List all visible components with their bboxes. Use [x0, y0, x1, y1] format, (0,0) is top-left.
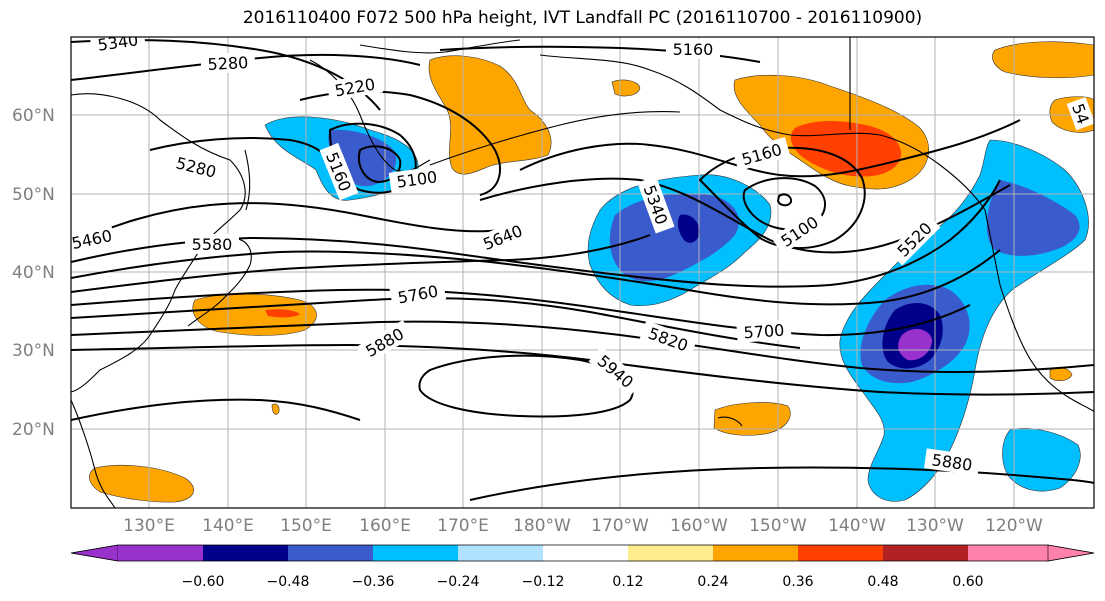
ivt-positive-hawaii	[713, 402, 791, 436]
colorbar-tick: −0.36	[352, 574, 395, 590]
lon-label: 130°W	[906, 516, 964, 536]
contour-5640	[71, 234, 651, 293]
colorbar-segment	[458, 545, 543, 561]
lat-label: 30°N	[12, 341, 55, 361]
colorbar-tick: 0.12	[612, 574, 643, 590]
colorbar-tick: −0.24	[437, 574, 480, 590]
contour-5700	[71, 288, 971, 337]
lat-label: 50°N	[12, 185, 55, 205]
lon-label: 170°W	[591, 516, 649, 536]
colorbar-segment	[543, 545, 628, 561]
contour-5460	[71, 202, 501, 246]
colorbar-segment	[373, 545, 458, 561]
lon-label: 160°E	[359, 516, 411, 536]
ivt-positive-southwest	[89, 464, 194, 503]
ivt-negative-midpacific-core	[677, 214, 700, 243]
ivt-positive-small-3	[271, 403, 280, 415]
contour-5580	[71, 249, 1001, 306]
colorbar-segment	[118, 545, 203, 561]
colorbar-tick: 0.36	[782, 574, 813, 590]
contour-label: 5280	[207, 53, 249, 74]
contour-5880-east	[469, 466, 1094, 501]
colorbar-segment	[1047, 544, 1095, 562]
colorbar-segment	[70, 544, 119, 562]
ivt-positive-japan-core	[265, 309, 300, 318]
colorbar-segment	[798, 545, 883, 561]
contour-label: 5700	[743, 321, 785, 343]
coast-alaska	[539, 54, 986, 211]
coast-chukotka	[359, 39, 521, 54]
map-title: 2016110400 F072 500 hPa height, IVT Land…	[242, 8, 923, 28]
coast-sakhalin	[244, 149, 251, 211]
contour-5820	[71, 320, 1094, 373]
colorbar-segment	[883, 545, 968, 561]
contour-closed-small	[776, 193, 793, 207]
contour-5520	[71, 179, 1001, 288]
lat-label: 40°N	[12, 263, 55, 283]
colorbar-tick: 0.60	[952, 574, 983, 590]
ivt-negative-midpacific-mid	[609, 193, 739, 282]
lon-label: 140°W	[828, 516, 886, 536]
colorbar-outline	[70, 544, 1095, 562]
colorbar-tick: −0.60	[182, 574, 225, 590]
lon-label: 130°E	[123, 516, 175, 536]
colorbar-tick: 0.24	[697, 574, 728, 590]
contour-5940	[418, 354, 634, 418]
lon-label: 150°E	[280, 516, 332, 536]
coast-aleutians	[429, 111, 681, 166]
contour-label: 5580	[192, 235, 233, 254]
colorbar-segment	[968, 545, 1048, 561]
latitude-labels: 60°N 50°N 40°N 30°N 20°N	[12, 106, 55, 440]
ivt-positive-topright	[992, 41, 1094, 79]
lon-label: 180°W	[513, 516, 571, 536]
map-border	[70, 36, 1095, 509]
colorbar-tick: −0.48	[267, 574, 310, 590]
colorbar-tick: −0.12	[522, 574, 565, 590]
contour-5760	[71, 297, 801, 349]
lon-label: 160°W	[670, 516, 728, 536]
contour-5880-south	[71, 398, 361, 421]
contour-label: 5160	[673, 40, 714, 59]
lon-label: 150°W	[749, 516, 807, 536]
colorbar-segment	[288, 545, 373, 561]
contour-5280-top	[71, 53, 421, 81]
lat-label: 20°N	[12, 420, 55, 440]
coast-japan	[187, 238, 252, 327]
colorbar-tick: 0.48	[867, 574, 898, 590]
coast-hawaii	[717, 416, 743, 427]
colorbar: −0.60 −0.48 −0.36 −0.24 −0.12 0.12 0.24 …	[70, 544, 1095, 590]
lat-label: 60°N	[12, 106, 55, 126]
colorbar-segment	[203, 545, 288, 561]
lon-label: 140°E	[202, 516, 254, 536]
ivt-negative-upper-band	[986, 180, 1080, 256]
longitude-labels: 130°E 140°E 150°E 160°E 170°E 180°W 170°…	[123, 516, 1043, 536]
contour-ring-1	[519, 119, 1021, 178]
lon-label: 120°W	[985, 516, 1043, 536]
coast-northamerica	[984, 209, 1094, 413]
ivt-negative-eastpacific-peak	[898, 328, 932, 361]
contour-label: 5340	[96, 30, 139, 54]
colorbar-segment	[713, 545, 798, 561]
colorbar-segment	[628, 545, 713, 561]
ivt-shading	[89, 41, 1094, 503]
lon-label: 170°E	[437, 516, 489, 536]
